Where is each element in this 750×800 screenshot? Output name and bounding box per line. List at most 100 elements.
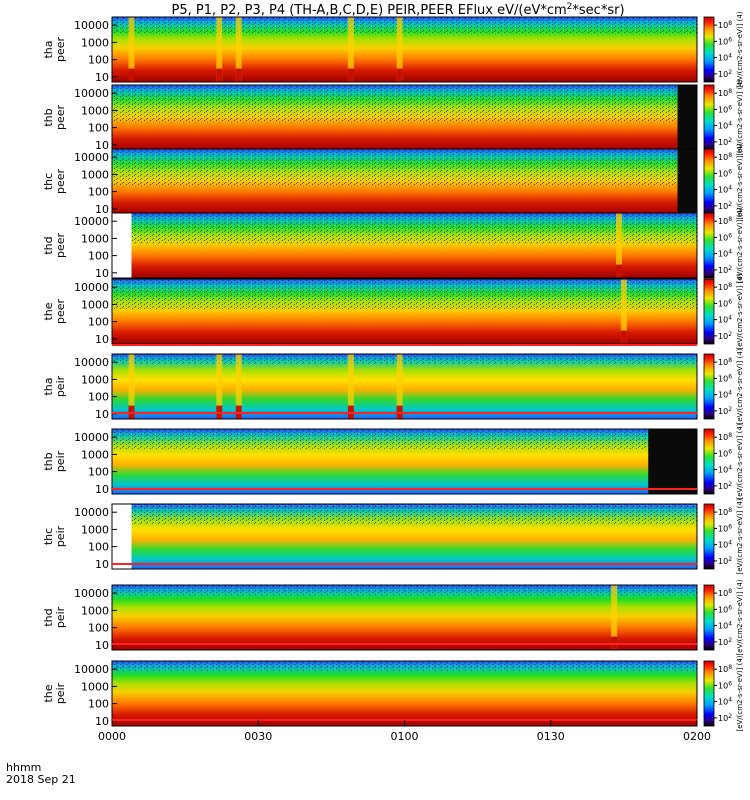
panel-label-probe: the <box>42 302 55 320</box>
colorbar-tick-label: 108 <box>718 357 732 367</box>
panel-label-species: peer <box>54 299 67 325</box>
panel-label-species: peir <box>54 606 67 628</box>
y-tick-label: 100 <box>88 122 109 135</box>
panel-label-probe: thb <box>42 108 55 126</box>
dropout-stripe <box>396 354 403 419</box>
panel-label-species: peir <box>54 682 67 704</box>
colorbar <box>703 353 715 420</box>
y-tick-label: 100 <box>88 391 109 404</box>
data-gap <box>112 213 132 278</box>
colorbar-tick-label: 104 <box>718 697 732 707</box>
colorbar-tick-label: 102 <box>718 713 732 723</box>
colorbar-tick-label: 102 <box>718 331 732 341</box>
colorbar-label: [eV/(cm2-s-sr-eV)] (4) <box>736 579 744 655</box>
colorbar-tick-label: 102 <box>718 265 732 275</box>
separator-stripe <box>112 488 697 490</box>
y-tick-label: 1000 <box>81 448 109 461</box>
dropout-stripe <box>235 17 242 82</box>
colorbar-tick-label: 102 <box>718 201 732 211</box>
y-tick-label: 100 <box>88 622 109 635</box>
colorbar-label: [eV/(cm2-s-sr-eV)] (4) <box>736 273 744 349</box>
colorbar-label: [eV/(cm2-s-sr-eV)] (4) <box>736 11 744 87</box>
dropout-stripe <box>128 354 135 419</box>
colorbar-tick-label: 104 <box>718 390 732 400</box>
y-tick-label: 10000 <box>74 19 109 32</box>
panel-thd-peir: 10 100 1000 10000 thd peir 102 104 106 108 [eV/(cm… <box>42 579 744 655</box>
y-tick-label: 10 <box>95 483 109 496</box>
y-tick-label: 1000 <box>81 36 109 49</box>
colorbar-tick-label: 108 <box>718 432 732 442</box>
colorbar <box>703 16 715 83</box>
colorbar-label: [eV/(cm2-s-sr-eV)] (4) <box>736 348 744 424</box>
panel-label-species: peer <box>54 105 67 131</box>
panel-frame <box>111 212 698 279</box>
x-tick-label: 0030 <box>244 730 272 743</box>
panel-frame <box>111 584 698 651</box>
spectrogram-panels: 10 100 1000 10000 tha peer 102 104 106 108 [eV/(cm… <box>42 11 744 731</box>
dropout-core <box>396 68 403 82</box>
data-gap <box>677 85 697 150</box>
colorbar-label: [eV/(cm2-s-sr-eV)] (4) <box>736 498 744 574</box>
panel-thc-peer: 10 100 1000 10000 thc peer 102 104 106 108 [eV/(cm… <box>42 143 744 219</box>
y-tick-label: 1000 <box>81 168 109 181</box>
colorbar-label: [eV/(cm2-s-sr-eV)] (4) <box>736 655 744 731</box>
panel-label-species: peir <box>54 375 67 397</box>
dropout-core <box>128 68 135 82</box>
colorbar-tick-label: 106 <box>718 448 732 458</box>
dropout-stripe <box>128 17 135 82</box>
dropout-stripe <box>347 17 354 82</box>
y-tick-label: 10 <box>95 71 109 84</box>
y-tick-label: 10000 <box>74 356 109 369</box>
panel-label-species: peir <box>54 525 67 547</box>
noise-overlay <box>112 661 697 671</box>
panel-label-probe: the <box>42 684 55 702</box>
panel-frame <box>111 503 698 570</box>
panel-label-species: peir <box>54 450 67 472</box>
dropout-stripe <box>611 585 618 650</box>
colorbar-tick-label: 106 <box>718 680 732 690</box>
panel-label-probe: tha <box>42 40 55 58</box>
x-tick-label: 0130 <box>537 730 565 743</box>
panel-frame <box>111 353 698 420</box>
y-tick-label: 1000 <box>81 523 109 536</box>
colorbar-tick-label: 104 <box>718 465 732 475</box>
noise-overlay <box>112 17 697 35</box>
panel-label-probe: thd <box>42 236 55 254</box>
dropout-core <box>347 68 354 82</box>
panel-label-species: peer <box>54 233 67 259</box>
dropout-stripe <box>396 17 403 82</box>
panel-thc-peir: 10 100 1000 10000 thc peir 102 104 106 108 [eV/(cm… <box>42 498 744 574</box>
panel-label-probe: tha <box>42 377 55 395</box>
colorbar-label: [eV/(cm2-s-sr-eV)] (4) <box>736 143 744 219</box>
y-tick-label: 10 <box>95 715 109 728</box>
y-tick-label: 100 <box>88 54 109 67</box>
y-tick-label: 10 <box>95 639 109 652</box>
spectrum-fill <box>112 585 697 650</box>
colorbar-tick-label: 106 <box>718 36 732 46</box>
colorbar-tick-label: 104 <box>718 53 732 63</box>
colorbar-label: [eV/(cm2-s-sr-eV)] (4) <box>736 207 744 283</box>
dropout-core <box>235 68 242 82</box>
y-tick-label: 10 <box>95 139 109 152</box>
panel-thb-peer: 10 100 1000 10000 thb peer 102 104 106 108 [eV/(cm… <box>42 79 744 155</box>
noise-overlay <box>112 585 697 595</box>
y-tick-label: 100 <box>88 250 109 263</box>
y-tick-label: 1000 <box>81 104 109 117</box>
y-tick-label: 10 <box>95 558 109 571</box>
colorbar-tick-label: 108 <box>718 282 732 292</box>
y-tick-label: 1000 <box>81 604 109 617</box>
y-tick-label: 100 <box>88 466 109 479</box>
panel-thd-peer: 10 100 1000 10000 thd peer 102 104 106 108 [eV/(cm… <box>42 207 744 283</box>
noise-overlay <box>112 429 697 450</box>
y-tick-label: 100 <box>88 186 109 199</box>
dropout-core <box>216 68 223 82</box>
dropout-stripe <box>616 213 622 278</box>
colorbar-tick-label: 102 <box>718 637 732 647</box>
panel-tha-peer: 10 100 1000 10000 tha peer 102 104 106 108 [eV/(cm… <box>42 11 744 87</box>
colorbar-tick-label: 106 <box>718 232 732 242</box>
dropout-stripe <box>216 354 223 419</box>
panel-the-peir: 10 100 1000 10000 the peir 102 104 106 108 [eV/(cm… <box>42 655 744 731</box>
panel-label-probe: thc <box>42 173 55 190</box>
colorbar <box>703 584 715 651</box>
y-tick-label: 10000 <box>74 215 109 228</box>
